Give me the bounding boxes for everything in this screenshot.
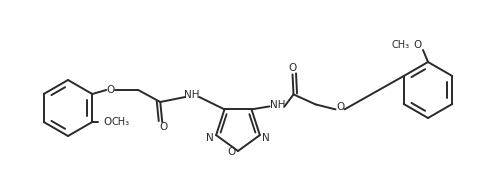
Text: CH₃: CH₃ <box>392 40 410 50</box>
Text: CH₃: CH₃ <box>111 117 129 127</box>
Text: N: N <box>262 133 270 143</box>
Text: N: N <box>206 133 214 143</box>
Text: O: O <box>159 122 167 132</box>
Text: O: O <box>106 85 115 95</box>
Text: NH: NH <box>185 90 200 100</box>
Text: O: O <box>288 63 297 73</box>
Text: O: O <box>227 147 235 157</box>
Text: O: O <box>414 40 422 50</box>
Text: NH: NH <box>270 100 285 110</box>
Text: O: O <box>103 117 112 127</box>
Text: O: O <box>336 102 345 112</box>
